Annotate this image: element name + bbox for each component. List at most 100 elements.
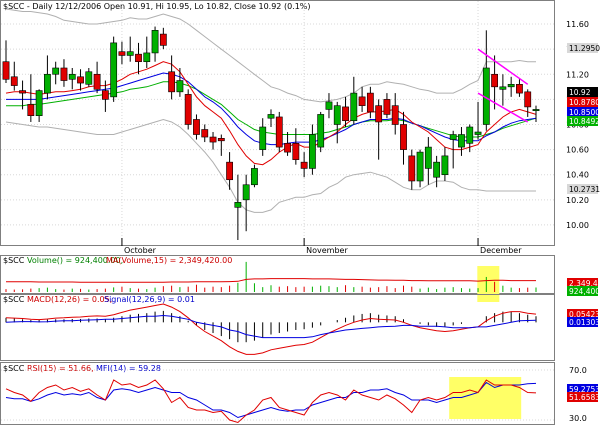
candle [19,80,26,110]
price-title: $SCC - Daily 12/12/2006 Open 10.91, Hi 1… [3,2,311,11]
candle-body [234,202,242,208]
candle [60,59,68,87]
macd-panel: $SCC MACD(12,26) = 0.05, Signal(12,26,9)… [0,294,600,361]
rsi-value: 51.6583 [569,393,600,402]
ma-long-value-bg [567,116,598,126]
candle-body [93,73,101,90]
mfi-line [5,381,537,419]
volume-title-volume: Volume() = 924,400.00, [27,256,123,265]
candle [168,55,176,100]
candle [284,132,291,156]
candle [151,26,159,62]
rsi-title-mfi: MFI(14) = 59.28 [96,364,161,373]
rsi-axis-bottom: 30.0 [569,414,587,423]
candle [68,67,76,90]
rsi-panel-frame [0,362,555,425]
volume-panel: $SCC Volume() = 924,400.00, MA(Volume,15… [0,255,600,302]
candle [491,55,498,110]
candle [77,69,84,91]
signal-value-bg [567,317,598,327]
candle [350,76,358,125]
lower-band-value: 10.2731 [569,185,600,194]
month-label-november: November [306,246,348,255]
rsi-panel: $SCC RSI(15) = 51.66, MFI(14) = 59.28 70… [0,362,600,425]
candle-body [159,33,167,46]
volume-panel-frame [0,255,555,294]
price-tick-label: 10.60 [566,146,589,155]
candle-body [433,161,441,178]
rsi-title-rsi: RSI(15) = 51.66, [27,364,94,373]
candle [143,36,151,68]
candle-body [267,114,275,119]
candle-body [259,126,267,150]
candle [408,149,416,190]
candle [416,149,424,188]
candle-body [449,134,457,140]
rsi-value-bg [567,392,598,402]
candle [458,127,465,156]
candle-body [184,94,192,125]
candle [532,105,540,122]
candle [516,79,523,97]
candle-body [77,76,84,84]
candle-body [309,134,316,169]
candle [400,111,407,165]
candle [209,132,217,150]
candle-body [193,119,200,135]
candle [217,134,225,156]
candle [85,67,93,87]
trendline-lower [477,92,529,123]
candle [226,152,233,190]
candle [110,36,118,102]
macd-histogram [5,310,537,343]
candle-body [516,84,523,94]
volume-highlight [477,266,500,302]
rsi-title-ticker: $SCC [3,364,25,373]
candle [184,89,192,130]
signal-line [5,314,537,339]
trendline-upper [477,48,529,85]
candle-body [391,105,399,125]
candle-body [458,134,465,148]
macd-line [5,303,537,355]
rsi-axis-top: 70.0 [569,366,587,375]
volume-ma-line [6,278,536,283]
month-label-october: October [124,246,157,255]
candle [375,99,383,160]
candle [292,128,300,165]
candle [201,124,209,143]
candle [358,86,366,112]
candle-body [2,61,10,80]
ma-short-value: 10.8780 [569,98,600,107]
candle [366,86,374,119]
candle-body [333,105,341,125]
rsi-lines [1,369,554,424]
candle [275,111,283,153]
price-panel-frame [0,0,555,246]
candle-body [416,151,424,182]
volume-value-bg [567,286,598,296]
ma-long-value: 10.8492 [569,117,600,126]
signal-value: 0.013034 [569,318,600,327]
macd-title-ticker: $SCC [3,295,25,304]
candle-body [358,96,366,106]
candle-body [441,155,449,176]
upper-band-value-bg [567,43,598,53]
candle-body [300,161,308,169]
price-tick-label: 10.00 [566,221,589,230]
candle-body [350,92,358,122]
candle-body [325,101,333,110]
candle-body [19,90,26,94]
upper-band-value: 11.2950 [569,44,600,53]
volume-ma-value-bg [567,278,598,288]
upper-band-line [5,8,536,103]
candle-body [383,99,391,115]
candle-body [226,161,233,181]
macd-lines [5,303,537,355]
lower-band-line [5,118,536,213]
candle-body [44,73,51,94]
candle-body [60,67,68,81]
candle [466,124,474,153]
